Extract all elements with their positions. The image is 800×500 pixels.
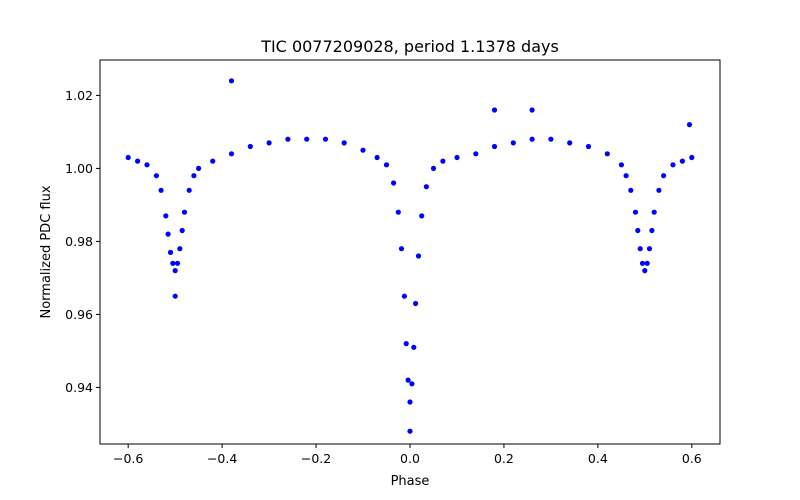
data-point	[247, 143, 253, 150]
data-point	[656, 187, 662, 193]
data-point	[510, 140, 516, 146]
data-point	[177, 246, 183, 252]
data-point	[174, 260, 181, 266]
x-tick-label: −0.6	[113, 451, 143, 466]
data-point	[689, 154, 695, 161]
data-point	[642, 268, 648, 274]
data-point	[181, 209, 188, 215]
data-point	[322, 136, 329, 142]
x-tick-label: 0.0	[400, 451, 420, 466]
data-point	[165, 231, 171, 237]
data-point	[405, 377, 411, 383]
data-point	[228, 78, 235, 84]
data-point	[637, 246, 643, 252]
data-point	[548, 136, 554, 142]
data-point	[644, 260, 650, 266]
data-point	[651, 209, 657, 215]
x-tick-label: 0.2	[494, 451, 514, 466]
data-point	[304, 136, 310, 142]
data-point	[186, 187, 192, 193]
data-point	[170, 260, 176, 266]
data-point	[125, 154, 131, 161]
data-point	[210, 158, 216, 164]
x-axis-label: Phase	[391, 474, 430, 489]
y-tick-label: 1.02	[65, 88, 93, 103]
data-point	[401, 293, 407, 299]
data-point	[567, 140, 573, 146]
data-point	[383, 162, 390, 168]
data-point	[398, 246, 405, 252]
data-point	[491, 143, 498, 150]
data-point	[529, 107, 535, 113]
data-point	[639, 260, 646, 266]
data-point	[172, 268, 178, 274]
data-point	[649, 227, 655, 234]
data-point	[419, 213, 425, 219]
data-point	[407, 399, 413, 405]
data-points	[125, 78, 695, 434]
x-axis-ticks: −0.6 −0.4 −0.2 0.0 0.2 0.4 0.6	[113, 444, 702, 466]
data-point	[409, 381, 415, 387]
data-point	[179, 227, 185, 234]
chart-title: TIC 0077209028, period 1.1378 days	[260, 37, 559, 56]
data-point	[670, 162, 676, 168]
data-point	[411, 344, 417, 350]
data-point	[395, 209, 401, 215]
plot-frame	[99, 59, 721, 445]
y-tick-label: 0.96	[65, 307, 93, 322]
data-point	[285, 136, 291, 142]
x-tick-label: −0.4	[207, 451, 237, 466]
x-tick-label: −0.2	[301, 451, 331, 466]
data-point	[135, 158, 141, 164]
y-tick-label: 1.00	[65, 161, 93, 176]
x-tick-label: 0.6	[682, 451, 702, 466]
y-axis-label: Normalized PDC flux	[39, 185, 54, 318]
data-point	[454, 154, 460, 161]
data-point	[473, 151, 479, 157]
data-point	[423, 184, 429, 190]
data-point	[679, 158, 686, 164]
data-point	[686, 122, 693, 128]
data-point	[618, 162, 625, 168]
y-tick-label: 0.94	[65, 380, 93, 395]
data-point	[360, 147, 366, 153]
data-point	[341, 140, 347, 146]
data-point	[167, 249, 174, 255]
data-point	[163, 213, 169, 219]
data-point	[266, 140, 272, 146]
data-point	[415, 253, 422, 259]
data-point	[635, 227, 641, 234]
data-point	[440, 158, 446, 164]
data-point	[646, 246, 653, 252]
y-axis-ticks: 0.94 0.96 0.98 1.00 1.02	[65, 88, 100, 395]
data-point	[144, 162, 150, 168]
data-point	[407, 428, 413, 434]
data-point	[191, 173, 197, 179]
data-point	[153, 173, 159, 179]
data-point	[228, 151, 235, 157]
data-point	[413, 300, 419, 307]
data-point	[374, 154, 380, 161]
data-point	[604, 151, 610, 157]
data-point	[430, 165, 437, 171]
data-point	[623, 173, 629, 179]
data-point	[628, 187, 634, 193]
data-point	[158, 187, 164, 193]
data-point	[196, 165, 202, 171]
y-tick-label: 0.98	[65, 234, 93, 249]
x-tick-label: 0.4	[588, 451, 608, 466]
data-point	[632, 209, 639, 215]
data-point	[529, 136, 535, 142]
data-point	[585, 143, 592, 150]
data-point	[391, 180, 397, 186]
data-point	[661, 173, 667, 179]
data-point	[403, 341, 409, 347]
data-point	[172, 293, 178, 299]
data-point	[491, 107, 498, 113]
